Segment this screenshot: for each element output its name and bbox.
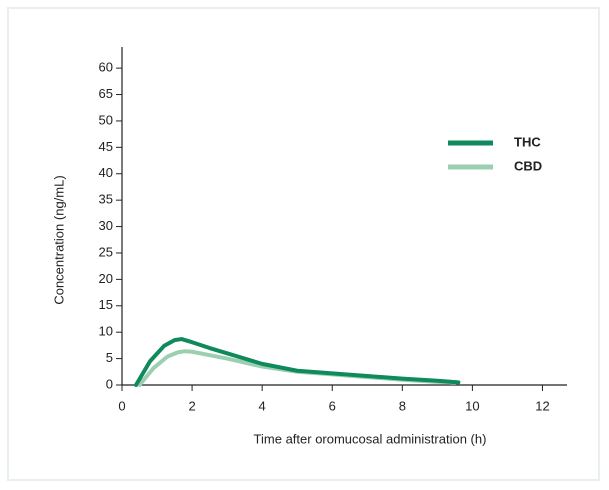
x-tick-label: 8	[399, 398, 406, 413]
y-tick-label: 20	[99, 271, 113, 286]
x-tick-label: 4	[259, 398, 266, 413]
y-tick-label: 65	[99, 86, 113, 101]
y-tick-label: 15	[99, 297, 113, 312]
y-tick-label: 25	[99, 244, 113, 259]
legend-label: CBD	[514, 158, 542, 173]
data-line	[134, 337, 461, 387]
x-tick-label: 10	[465, 398, 479, 413]
panel	[7, 7, 600, 481]
y-tick-label: 60	[99, 60, 113, 75]
y-tick-label: 40	[99, 165, 113, 180]
y-tick-label: 35	[99, 192, 113, 207]
y-tick-label: 50	[99, 112, 113, 127]
x-axis-label: Time after oromucosal administration (h)	[254, 431, 487, 446]
x-tick-label: 6	[329, 398, 336, 413]
x-tick-label: 12	[535, 398, 549, 413]
y-tick-label: 10	[99, 324, 113, 339]
y-tick-label: 30	[99, 218, 113, 233]
x-tick-label: 0	[118, 398, 125, 413]
y-tick-label: 45	[99, 139, 113, 154]
y-axis-label: Concentration (ng/mL)	[51, 175, 66, 304]
legend-label: THC	[514, 134, 541, 149]
x-tick-label: 2	[188, 398, 195, 413]
y-tick-label: 5	[106, 350, 113, 365]
y-tick-label: 0	[106, 376, 113, 391]
